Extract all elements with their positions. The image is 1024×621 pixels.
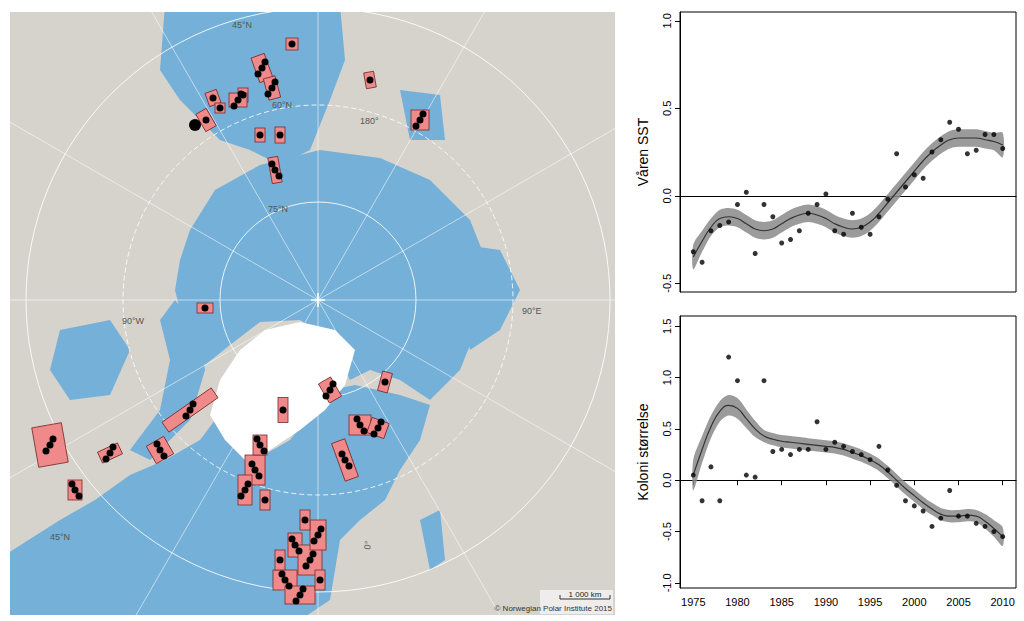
svg-text:-1.0: -1.0 <box>661 573 673 592</box>
svg-text:90°W: 90°W <box>122 316 145 326</box>
svg-text:1990: 1990 <box>814 596 838 608</box>
svg-text:1.0: 1.0 <box>661 13 673 28</box>
svg-text:75°N: 75°N <box>268 204 288 214</box>
svg-text:Våren SST: Våren SST <box>635 117 651 186</box>
svg-text:© Norwegian Polar Institute 20: © Norwegian Polar Institute 2015 <box>494 604 612 613</box>
svg-text:0°: 0° <box>362 540 373 551</box>
svg-text:1975: 1975 <box>681 596 705 608</box>
svg-text:45°N: 45°N <box>50 532 70 542</box>
svg-text:60°N: 60°N <box>272 100 292 110</box>
svg-text:0.0: 0.0 <box>661 188 673 203</box>
svg-text:1985: 1985 <box>769 596 793 608</box>
svg-text:0.0: 0.0 <box>661 473 673 488</box>
svg-text:2005: 2005 <box>946 596 970 608</box>
svg-text:Koloni størrelse: Koloni størrelse <box>635 403 651 500</box>
svg-text:2000: 2000 <box>902 596 926 608</box>
svg-text:180°: 180° <box>360 116 379 126</box>
svg-text:1 000 km: 1 000 km <box>569 590 602 599</box>
svg-text:0.5: 0.5 <box>661 101 673 116</box>
svg-text:0.5: 0.5 <box>661 421 673 436</box>
svg-text:1.0: 1.0 <box>661 370 673 385</box>
svg-text:90°E: 90°E <box>522 306 542 316</box>
svg-text:45°N: 45°N <box>232 20 252 30</box>
svg-text:-0.5: -0.5 <box>661 274 673 293</box>
svg-text:2010: 2010 <box>990 596 1014 608</box>
svg-text:1995: 1995 <box>858 596 882 608</box>
svg-text:1980: 1980 <box>725 596 749 608</box>
svg-text:-0.5: -0.5 <box>661 522 673 541</box>
svg-text:1.5: 1.5 <box>661 319 673 334</box>
